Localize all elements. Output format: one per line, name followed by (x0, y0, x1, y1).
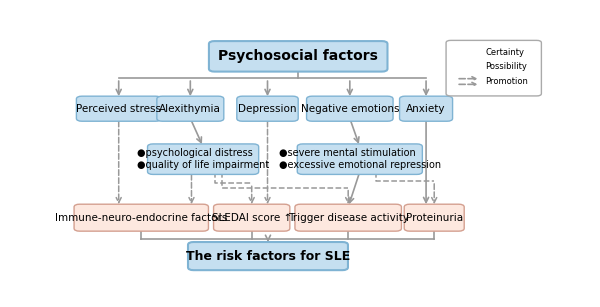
Text: Promotion: Promotion (485, 77, 528, 86)
FancyBboxPatch shape (307, 96, 393, 121)
Text: SLEDAI score ↑: SLEDAI score ↑ (212, 213, 292, 223)
Text: ●psychological distress
●quality of life impairment: ●psychological distress ●quality of life… (137, 148, 269, 170)
FancyBboxPatch shape (148, 144, 259, 174)
FancyBboxPatch shape (157, 96, 224, 121)
FancyBboxPatch shape (209, 41, 388, 72)
FancyBboxPatch shape (74, 204, 208, 231)
Text: Psychosocial factors: Psychosocial factors (218, 49, 378, 63)
Text: Depression: Depression (238, 104, 297, 114)
FancyBboxPatch shape (297, 144, 422, 174)
FancyBboxPatch shape (76, 96, 161, 121)
Text: ●severe mental stimulation
●excessive emotional repression: ●severe mental stimulation ●excessive em… (279, 148, 441, 170)
Text: Immune-neuro-endocrine factors: Immune-neuro-endocrine factors (55, 213, 227, 223)
FancyBboxPatch shape (237, 96, 298, 121)
Text: Perceived stress: Perceived stress (76, 104, 161, 114)
Text: Possibility: Possibility (485, 62, 527, 71)
Text: Negative emotions: Negative emotions (301, 104, 399, 114)
FancyBboxPatch shape (400, 96, 452, 121)
FancyBboxPatch shape (214, 204, 290, 231)
Text: Alexithymia: Alexithymia (160, 104, 221, 114)
FancyBboxPatch shape (295, 204, 401, 231)
Text: Certainty: Certainty (485, 48, 524, 57)
Text: Proteinuria: Proteinuria (406, 213, 463, 223)
Text: Anxiety: Anxiety (406, 104, 446, 114)
FancyBboxPatch shape (446, 41, 541, 96)
FancyBboxPatch shape (188, 242, 348, 270)
Text: Trigger disease activity: Trigger disease activity (287, 213, 409, 223)
Text: The risk factors for SLE: The risk factors for SLE (186, 250, 350, 262)
FancyBboxPatch shape (404, 204, 464, 231)
